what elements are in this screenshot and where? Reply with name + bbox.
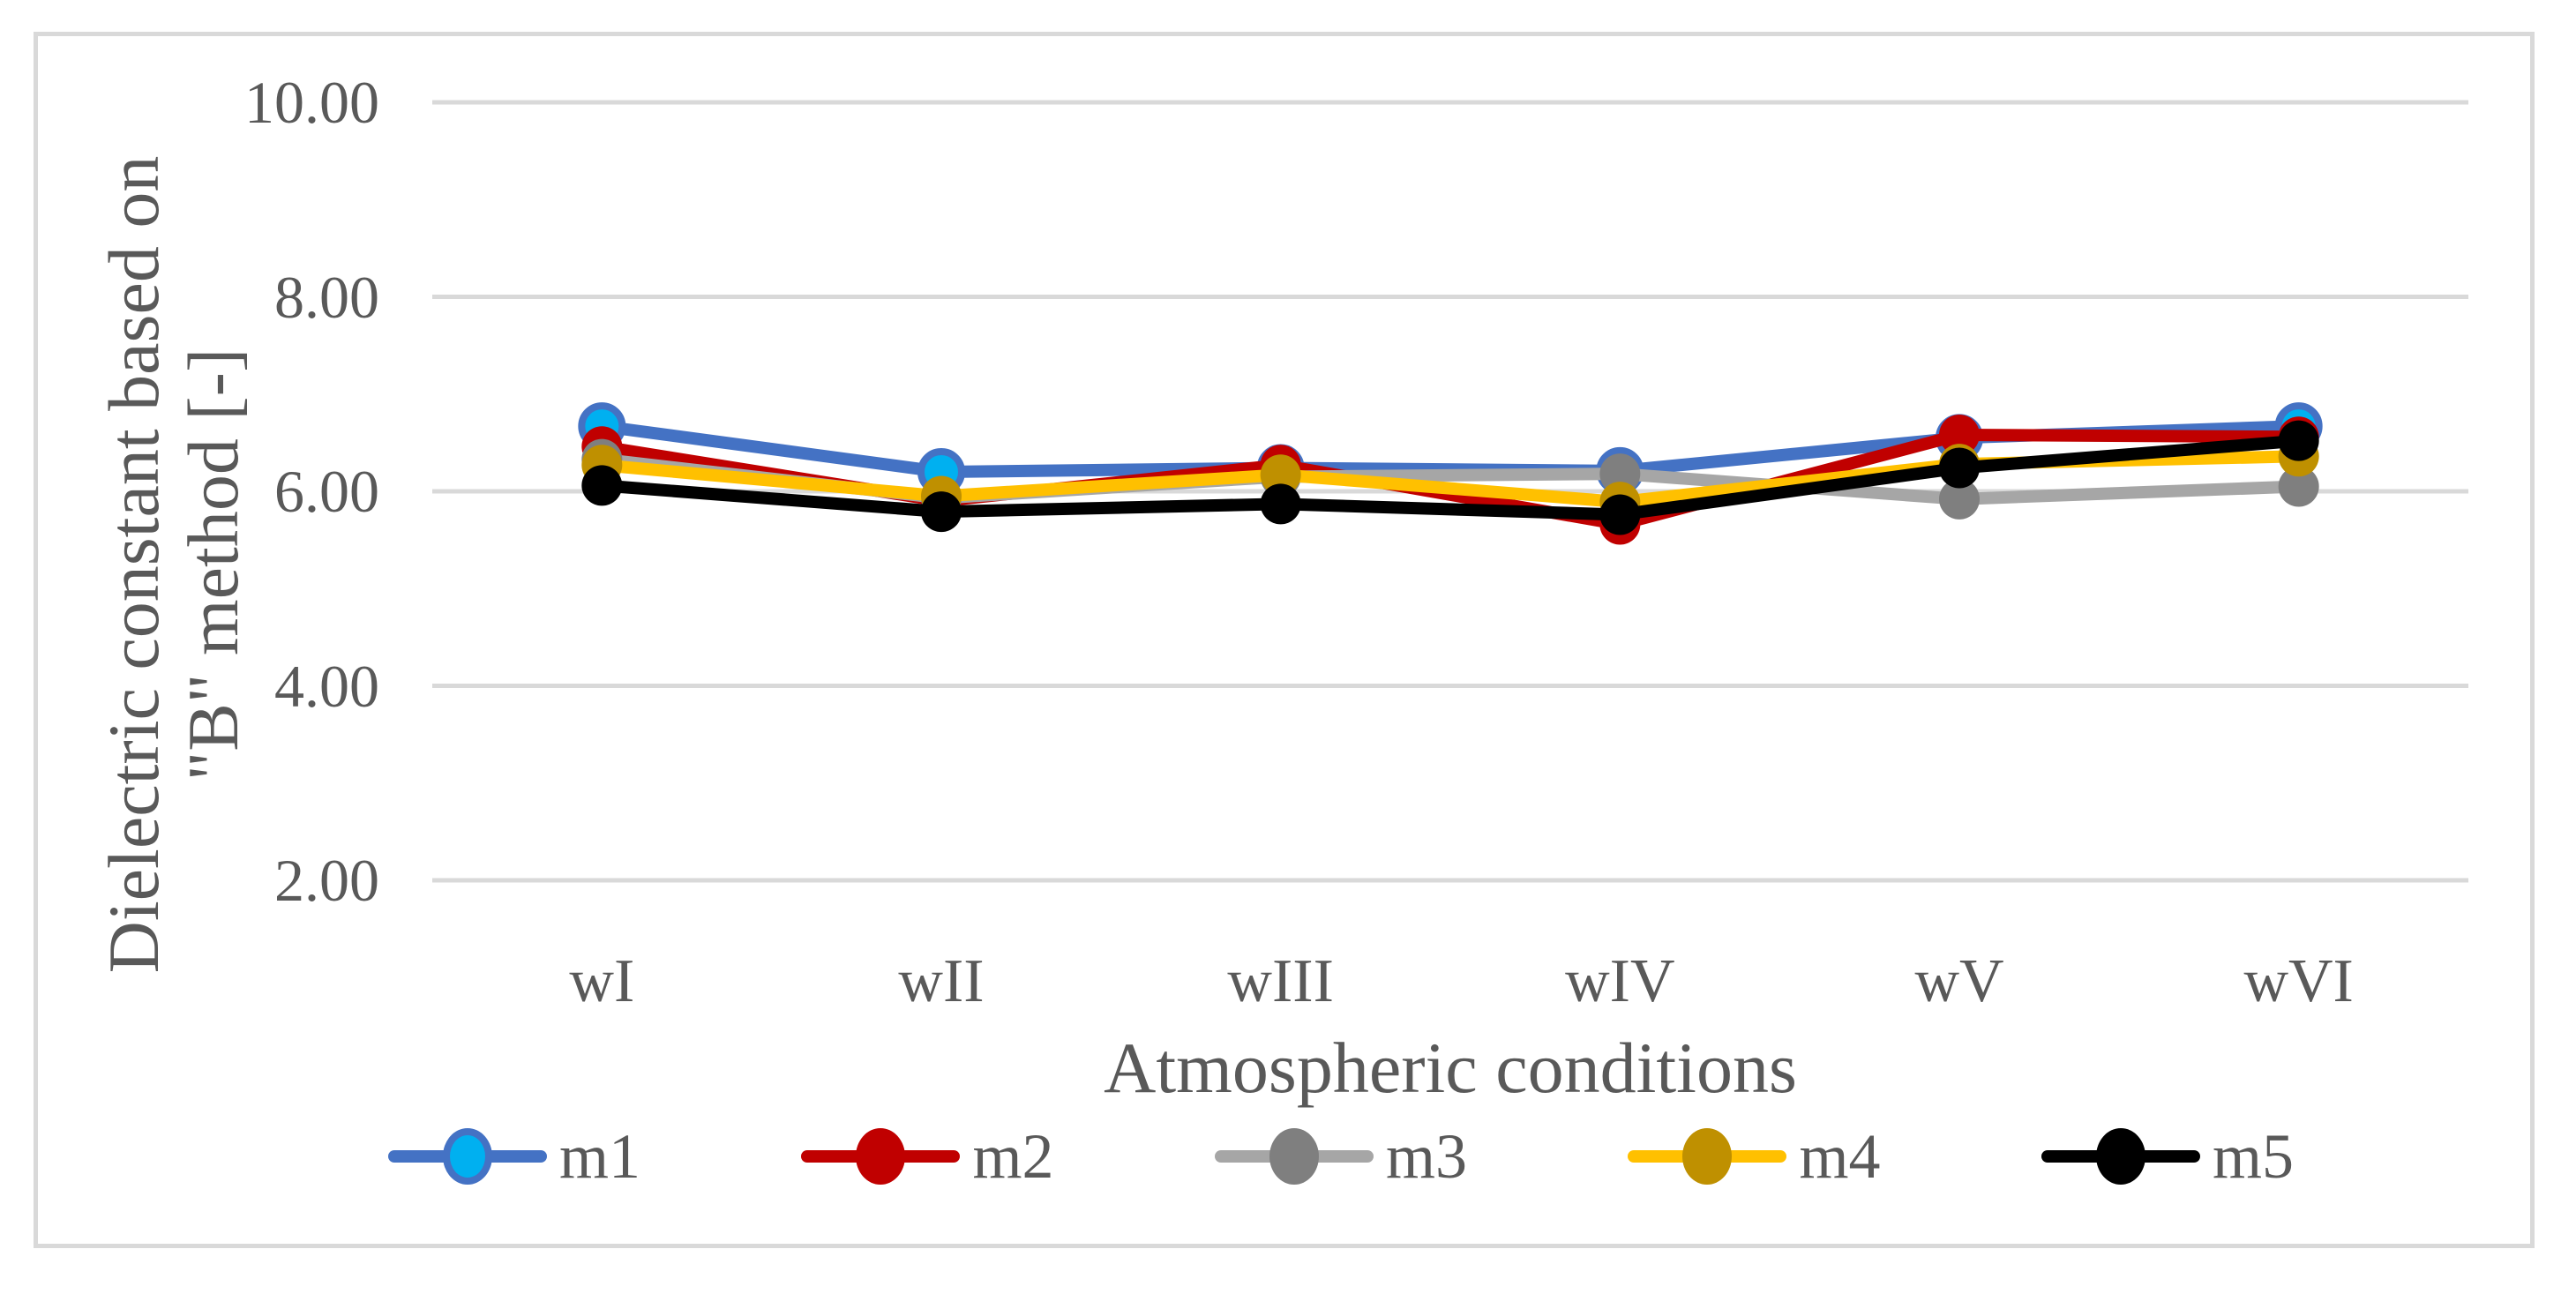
series-line-m5: [595, 434, 2305, 521]
legend-item-m5[interactable]: m5: [2041, 1117, 2294, 1196]
marker-m5-wI: [581, 465, 623, 506]
legend-label: m3: [1385, 1121, 1467, 1192]
legend-key-m2: [801, 1117, 961, 1196]
legend-marker-icon: [1682, 1128, 1733, 1185]
x-category-label-wI: wI: [569, 947, 635, 1015]
x-category-label-wIII: wIII: [1227, 947, 1334, 1015]
legend-key-m4: [1628, 1117, 1787, 1196]
marker-m4-wIII: [1260, 454, 1301, 496]
legend-label: m2: [972, 1121, 1054, 1192]
marker-m5-wIII: [1260, 483, 1301, 525]
marker-m5-wV: [1939, 447, 1980, 489]
y-tick-label-8.00: 8.00: [274, 263, 379, 331]
legend-label: m4: [1799, 1121, 1881, 1192]
legend-label: m5: [2212, 1121, 2294, 1192]
legend-key-m3: [1214, 1117, 1374, 1196]
x-category-label-wIV: wIV: [1565, 947, 1675, 1015]
x-category-label-wV: wV: [1914, 947, 2004, 1015]
legend-key-m5: [2041, 1117, 2200, 1196]
marker-m3-wV: [1939, 478, 1980, 520]
y-axis-title-line1: Dielectric constant based on: [94, 155, 174, 974]
y-tick-label-4.00: 4.00: [274, 652, 379, 720]
marker-m5-wII: [921, 491, 962, 533]
x-category-label-wVI: wVI: [2243, 947, 2354, 1015]
y-tick-label-6.00: 6.00: [274, 458, 379, 525]
y-tick-label-2.00: 2.00: [274, 847, 379, 914]
legend-label: m1: [559, 1121, 641, 1192]
marker-m2-wV: [1939, 415, 1980, 456]
legend: m1 m2 m3 m4 m5: [388, 1117, 2294, 1196]
legend-item-m1[interactable]: m1: [388, 1117, 640, 1196]
legend-key-m1: [388, 1117, 547, 1196]
legend-marker-icon: [443, 1128, 492, 1185]
legend-item-m4[interactable]: m4: [1628, 1117, 1880, 1196]
marker-m3-wIV: [1599, 453, 1641, 495]
legend-item-m3[interactable]: m3: [1214, 1117, 1467, 1196]
marker-m3-wVI: [2278, 466, 2319, 507]
legend-marker-icon: [1269, 1128, 1319, 1185]
chart-border: [34, 32, 2535, 1248]
marker-m5-wIV: [1599, 494, 1641, 535]
legend-marker-icon: [2095, 1128, 2145, 1185]
marker-m5-wVI: [2278, 420, 2319, 461]
x-category-label-wII: wII: [898, 947, 985, 1015]
legend-item-m2[interactable]: m2: [801, 1117, 1054, 1196]
x-axis-title: Atmospheric conditions: [1104, 1028, 1797, 1108]
y-axis-title-line2: "B" method [-]: [173, 348, 253, 782]
y-tick-label-10.00: 10.00: [244, 69, 379, 136]
legend-marker-icon: [856, 1128, 906, 1185]
